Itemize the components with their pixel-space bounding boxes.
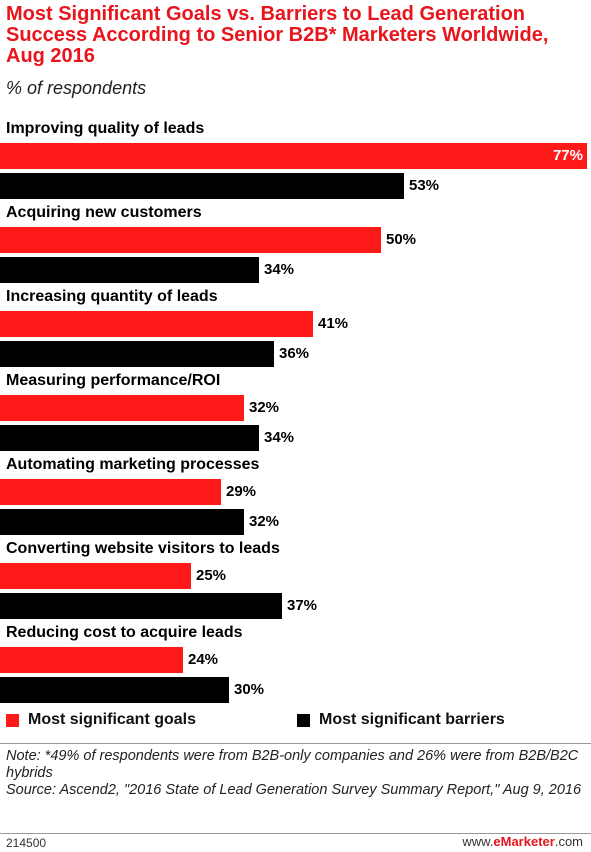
category-label: Converting website visitors to leads [6, 540, 280, 557]
value-label-goals: 25% [196, 567, 227, 584]
bar-barriers [0, 173, 404, 199]
divider [0, 743, 591, 744]
category-label: Acquiring new customers [6, 204, 202, 221]
category-label: Reducing cost to acquire leads [6, 624, 243, 641]
value-label-barriers: 30% [234, 681, 265, 698]
brand-footer: www.eMarketer.com [462, 834, 583, 849]
value-label-barriers: 53% [409, 177, 440, 194]
brand-name: eMarketer [493, 834, 555, 849]
bar-goals [0, 143, 587, 169]
chart-title: Most Significant Goals vs. Barriers to L… [6, 3, 549, 67]
value-label-goals: 29% [226, 483, 257, 500]
chart-subtitle: % of respondents [6, 78, 147, 98]
chart-id: 214500 [6, 836, 47, 850]
value-label-barriers: 34% [264, 261, 295, 278]
bar-barriers [0, 425, 259, 451]
value-label-barriers: 34% [264, 429, 295, 446]
bar-barriers [0, 677, 229, 703]
bar-goals [0, 647, 183, 673]
brand-prefix: www. [462, 834, 494, 849]
legend-label-barriers: Most significant barriers [319, 711, 505, 728]
value-label-goals: 50% [386, 231, 417, 248]
footnote: Note: *49% of respondents were from B2B-… [6, 748, 579, 781]
legend-item-barriers: Most significant barriers [297, 711, 505, 729]
legend-swatch-goals [6, 713, 19, 727]
bar-goals [0, 311, 313, 337]
bar-barriers [0, 341, 274, 367]
source-note: Source: Ascend2, "2016 State of Lead Gen… [6, 782, 582, 798]
category-label: Automating marketing processes [6, 456, 260, 473]
bar-goals [0, 395, 244, 421]
value-label-goals: 24% [188, 651, 219, 668]
bar-goals [0, 227, 381, 253]
legend-swatch-barriers [297, 713, 310, 727]
category-label: Increasing quantity of leads [6, 288, 218, 305]
category-label: Improving quality of leads [6, 120, 205, 137]
bar-barriers [0, 509, 244, 535]
value-label-barriers: 37% [287, 597, 318, 614]
bar-goals [0, 479, 221, 505]
value-label-goals: 32% [249, 399, 280, 416]
bar-barriers [0, 257, 259, 283]
legend-item-goals: Most significant goals [6, 711, 196, 729]
category-label: Measuring performance/ROI [6, 372, 221, 389]
value-label-goals: 41% [318, 315, 349, 332]
value-label-goals: 77% [552, 147, 583, 164]
divider [0, 833, 591, 834]
value-label-barriers: 32% [249, 513, 280, 530]
bar-goals [0, 563, 191, 589]
bar-barriers [0, 593, 282, 619]
brand-suffix: .com [554, 834, 583, 849]
value-label-barriers: 36% [279, 345, 310, 362]
legend: Most significant goals Most significant … [0, 711, 591, 735]
legend-label-goals: Most significant goals [28, 711, 197, 728]
